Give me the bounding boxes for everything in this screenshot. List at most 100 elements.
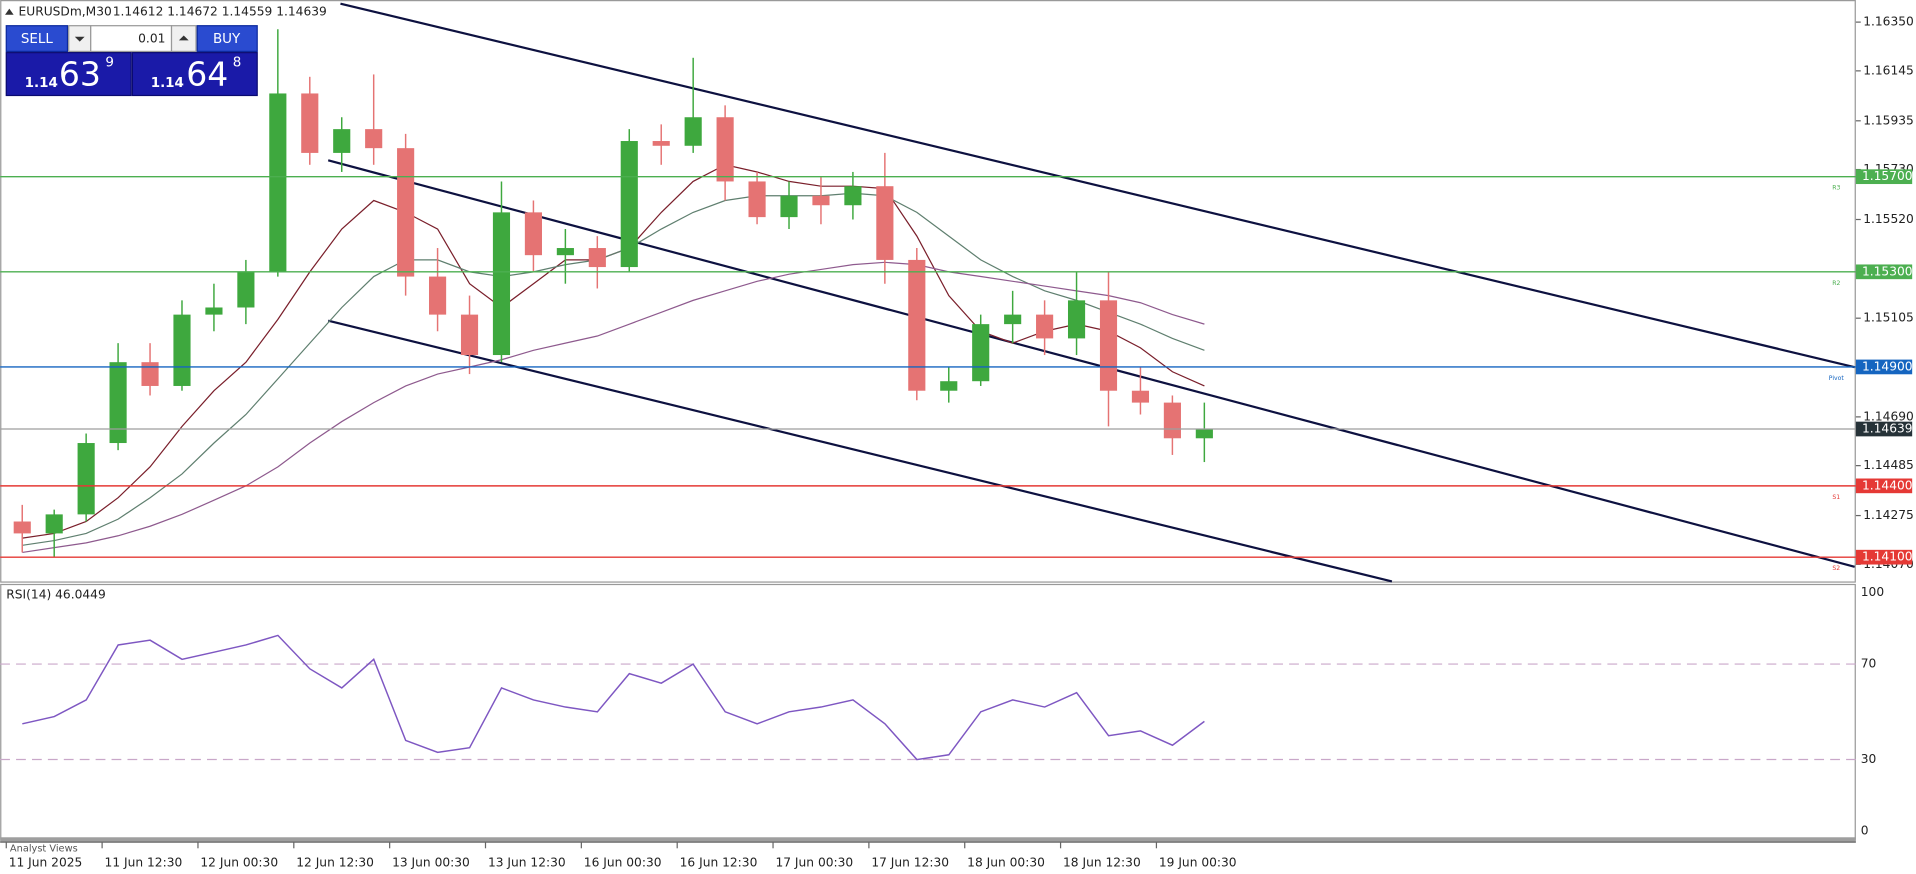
- candle-body: [652, 141, 670, 146]
- level-name: R3: [1832, 185, 1840, 192]
- one-click-panel: SELL 0.01 BUY 1.14 63 9 1.14 64 8: [5, 25, 258, 97]
- x-tick-label: 11 Jun 12:30: [105, 855, 183, 869]
- sell-price-small: 9: [105, 55, 114, 70]
- price-panel-frame: [0, 0, 1856, 583]
- candle-body: [205, 307, 223, 315]
- buy-button[interactable]: [196, 25, 258, 53]
- candle-body: [876, 186, 894, 260]
- sell-price-big: 1.14: [25, 76, 58, 91]
- level-name: Pivot: [1829, 375, 1845, 382]
- rsi-title: RSI(14) 46.0449: [6, 587, 105, 601]
- y-tick-label: 30: [1861, 752, 1877, 766]
- x-tick-label: 12 Jun 00:30: [200, 855, 278, 869]
- y-tick-label: 1.14275: [1863, 508, 1914, 522]
- x-tick-label: 12 Jun 12:30: [296, 855, 374, 869]
- level-price-label: 1.15700: [1862, 169, 1913, 183]
- candle-body: [1004, 314, 1022, 325]
- x-tick-label: 17 Jun 00:30: [775, 855, 853, 869]
- candle-body: [716, 117, 734, 182]
- buy-price-main: 64: [186, 54, 228, 93]
- level-price-tag: [1855, 359, 1913, 375]
- y-tick-label: 1.15520: [1863, 212, 1914, 226]
- plot-layer: 1.163501.161451.159351.157301.155201.151…: [0, 15, 1914, 869]
- buy-price-box[interactable]: [131, 52, 258, 97]
- candle-body: [13, 521, 31, 534]
- candle-body: [908, 259, 926, 391]
- sell-price-main: 63: [59, 54, 101, 93]
- level-price-tag: [1855, 549, 1913, 565]
- candle-body: [1131, 390, 1150, 403]
- candle-body: [77, 443, 95, 515]
- level-price-tag: [1855, 169, 1913, 185]
- candle-body: [45, 514, 63, 534]
- y-tick-label: 0: [1861, 824, 1869, 838]
- panel-separator: [0, 837, 1856, 843]
- y-tick-label: 70: [1861, 657, 1877, 671]
- candle-body: [556, 248, 574, 256]
- candle-body: [524, 212, 542, 256]
- candle-body: [429, 276, 447, 315]
- candle-body: [460, 314, 479, 356]
- level-price-tag: [1855, 264, 1913, 280]
- level-name: S1: [1832, 494, 1840, 501]
- x-tick-label: 17 Jun 12:30: [871, 855, 949, 869]
- candle-body: [812, 195, 830, 206]
- candle-body: [620, 141, 638, 268]
- buy-price-big: 1.14: [151, 76, 184, 91]
- y-tick-label: 1.14690: [1863, 409, 1914, 423]
- lot-value: 0.01: [138, 32, 165, 46]
- x-tick-label: 16 Jun 12:30: [680, 855, 758, 869]
- candle-body: [269, 93, 287, 272]
- y-tick-label: 1.16145: [1863, 63, 1914, 77]
- y-tick-label: 100: [1861, 585, 1884, 599]
- x-tick-label: 13 Jun 12:30: [488, 855, 566, 869]
- candle-body: [492, 212, 511, 356]
- candle-body: [109, 362, 127, 444]
- candle-body: [780, 195, 798, 218]
- symbol-label: EURUSDm,M30: [19, 5, 112, 19]
- arrow-icon: [74, 36, 85, 42]
- ohlc-label: 1.14612 1.14672 1.14559 1.14639: [113, 5, 327, 19]
- candle-body: [173, 314, 191, 386]
- level-price-label: 1.14100: [1862, 550, 1913, 564]
- x-tick-label: 19 Jun 00:30: [1159, 855, 1237, 869]
- level-name: R2: [1832, 280, 1840, 287]
- buy-button-label: BUY: [213, 32, 241, 47]
- trend-line[interactable]: [327, 319, 1393, 583]
- candle-body: [397, 148, 415, 277]
- x-tick-label: 18 Jun 12:30: [1063, 855, 1141, 869]
- x-tick-label: 18 Jun 00:30: [967, 855, 1045, 869]
- sell-button[interactable]: [5, 25, 69, 53]
- arrow-icon: [178, 35, 189, 41]
- candle-body: [940, 381, 958, 391]
- buy-price-small: 8: [233, 55, 242, 70]
- sell-button-label: SELL: [21, 32, 54, 47]
- rsi-line: [22, 634, 1205, 761]
- candle-body: [237, 271, 255, 308]
- candle-body: [588, 248, 606, 268]
- analyst-views-tab[interactable]: Analyst Views: [10, 843, 78, 854]
- trend-line[interactable]: [327, 159, 1855, 568]
- lot-input[interactable]: [90, 25, 173, 53]
- candle-body: [1067, 300, 1086, 339]
- candle-body: [1195, 428, 1213, 439]
- moving-average-line: [22, 261, 1205, 554]
- candle-body: [301, 93, 319, 153]
- candle-body: [141, 362, 159, 386]
- level-price-label: 1.15300: [1862, 264, 1913, 278]
- candle-body: [684, 117, 702, 146]
- candle-body: [365, 129, 383, 149]
- candle-body: [1036, 314, 1054, 339]
- trend-line[interactable]: [340, 2, 1855, 369]
- collapse-icon[interactable]: [5, 8, 14, 15]
- x-tick-label: 11 Jun 2025: [9, 855, 83, 869]
- sell-price-box[interactable]: [5, 52, 132, 97]
- y-tick-label: 1.14485: [1863, 458, 1914, 472]
- y-tick-label: 1.15105: [1863, 311, 1914, 325]
- current-price-tag: [1855, 421, 1913, 437]
- lot-increase[interactable]: [170, 25, 197, 53]
- moving-average-line: [22, 192, 1205, 546]
- candle-body: [972, 324, 990, 382]
